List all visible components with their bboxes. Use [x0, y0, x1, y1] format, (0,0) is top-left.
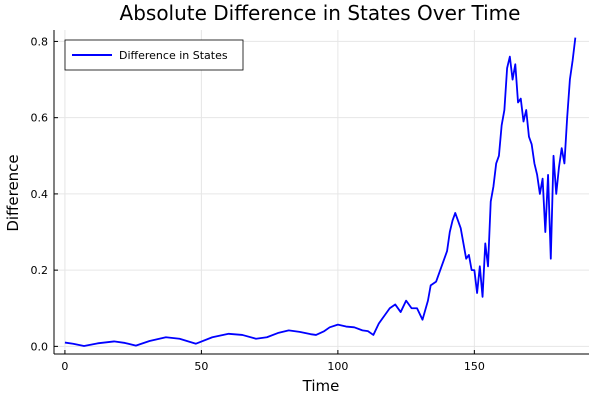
- y-axis-label: Difference: [4, 154, 22, 231]
- y-tick-label: 0.2: [31, 264, 49, 277]
- x-tick-label: 100: [327, 360, 348, 373]
- y-tick-label: 0.0: [31, 340, 49, 353]
- y-tick-label: 0.6: [31, 112, 49, 125]
- x-tick-label: 150: [464, 360, 485, 373]
- chart-title: Absolute Difference in States Over Time: [120, 1, 521, 25]
- x-axis-label: Time: [302, 377, 340, 395]
- series-line-difference-in-states: [64, 37, 577, 347]
- y-tick-label: 0.4: [31, 188, 49, 201]
- x-tick-label: 0: [61, 360, 68, 373]
- x-tick-label: 50: [194, 360, 208, 373]
- legend-label-difference-in-states: Difference in States: [119, 49, 228, 62]
- legend: Difference in States: [64, 39, 244, 71]
- ticks-layer: 0 50 100 150 0.0 0.2 0.4 0.6 0.8: [31, 35, 485, 373]
- axes-layer: [53, 30, 589, 355]
- y-tick-label: 0.8: [31, 35, 49, 48]
- series-layer: [64, 37, 577, 347]
